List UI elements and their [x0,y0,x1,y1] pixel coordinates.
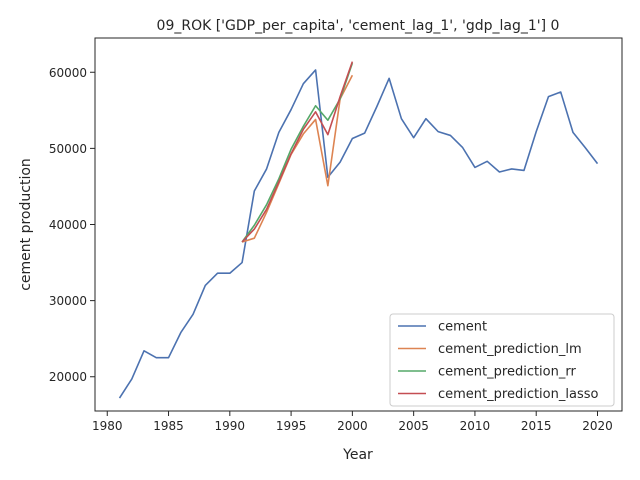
series-line-0 [118,69,599,399]
y-tick-label-0: 20000 [49,370,87,384]
x-tick-label-7: 2015 [521,419,552,433]
series-line-1 [241,74,354,243]
legend: cement cement_prediction_lm cement_predict… [389,313,615,407]
chart-title: 09_ROK ['GDP_per_capita', 'cement_lag_1'… [157,18,560,34]
series-line-2 [241,62,354,243]
x-tick-label-5: 2005 [398,419,429,433]
y-tick-label-2: 40000 [49,218,87,232]
y-axis: 20000 30000 40000 50000 60000 [49,66,95,384]
x-tick-label-0: 1980 [92,419,123,433]
x-tick-label-1: 1985 [153,419,184,433]
plot-lines [118,61,599,399]
legend-label-3: cement_prediction_lasso [438,387,598,402]
series-line-3 [241,61,354,243]
y-tick-label-1: 30000 [49,294,87,308]
y-tick-label-4: 60000 [49,66,87,80]
legend-box [389,313,615,407]
y-tick-label-3: 50000 [49,142,87,156]
x-axis-title: Year [342,447,373,463]
x-tick-label-2: 1990 [215,419,246,433]
legend-label-2: cement_prediction_rr [438,365,576,380]
x-axis: 1980 1985 1990 1995 2000 2005 2010 2015 2020 [92,411,613,433]
legend-label-1: cement_prediction_lm [438,342,582,357]
x-tick-label-3: 1995 [276,419,307,433]
x-tick-label-6: 2010 [460,419,491,433]
x-tick-label-4: 2000 [337,419,368,433]
legend-label-0: cement [438,320,487,335]
x-tick-label-8: 2020 [582,419,613,433]
y-axis-title: cement production [18,158,34,291]
